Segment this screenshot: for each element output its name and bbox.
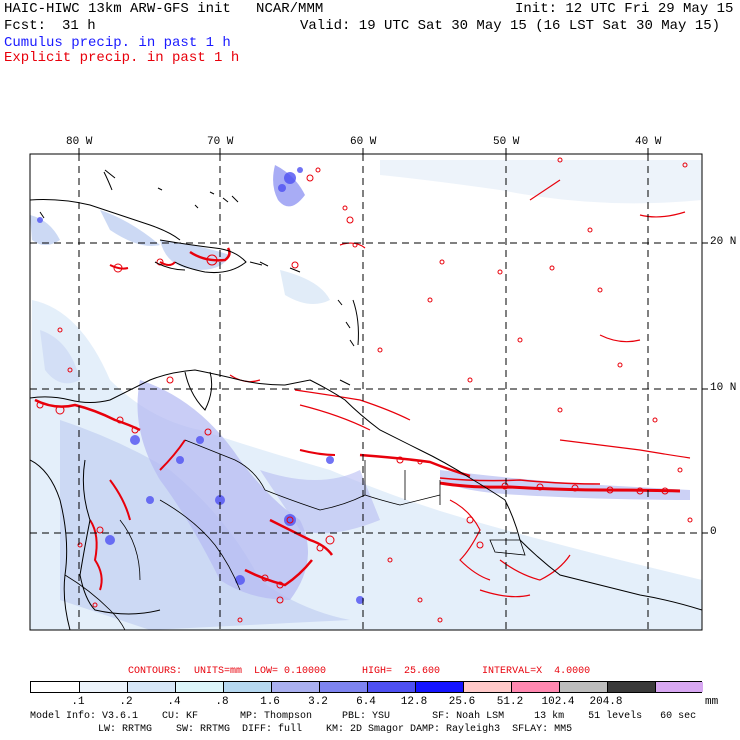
explicit-precip-cells	[36, 157, 693, 623]
colorbar-level-label: .2	[119, 696, 133, 708]
model-info-line1: Model Info: V3.6.1 CU: KF MP: Thompson P…	[30, 711, 697, 722]
colorbar-segment	[319, 682, 367, 692]
forecast-label: Fcst:	[4, 18, 47, 34]
cumulus-cores	[37, 167, 364, 604]
lon-label: 50 W	[493, 136, 520, 148]
colorbar-segment	[175, 682, 223, 692]
forecast-hour: 31 h	[62, 18, 96, 34]
lat-label: 10 N	[710, 382, 737, 394]
colorbar-segment	[559, 682, 607, 692]
lat-label: 20 N	[710, 236, 737, 248]
colorbar-level-label: .1	[71, 696, 85, 708]
legend-cumulus: Cumulus precip. in past 1 h	[4, 35, 231, 51]
colorbar-level-label: 102.4	[541, 696, 575, 708]
contour-info: CONTOURS: UNITS=mm LOW= 0.10000 HIGH= 25…	[128, 666, 591, 677]
coastlines	[30, 171, 702, 630]
init-time: Init: 12 UTC Fri 29 May 15	[515, 1, 734, 17]
colorbar	[30, 681, 703, 693]
colorbar-segment	[607, 682, 655, 692]
colorbar-unit: mm	[705, 696, 719, 708]
colorbar-segment	[79, 682, 127, 692]
lon-label: 70 W	[207, 136, 234, 148]
model-info-line2: LW: RRTMG SW: RRTMG DIFF: full KM: 2D Sm…	[98, 724, 573, 735]
island-outlines	[39, 169, 355, 386]
colorbar-segment	[415, 682, 463, 692]
colorbar-level-label: 6.4	[356, 696, 376, 708]
colorbar-segment	[511, 682, 559, 692]
colorbar-segment	[127, 682, 175, 692]
colorbar-level-label: 51.2	[496, 696, 524, 708]
map-frame	[29, 153, 703, 631]
colorbar-level-label: .8	[215, 696, 229, 708]
cumulus-precip-field	[30, 160, 702, 630]
lon-label: 60 W	[350, 136, 377, 148]
colorbar-segment	[223, 682, 271, 692]
lon-label: 40 W	[635, 136, 662, 148]
colorbar-level-label: 3.2	[308, 696, 328, 708]
colorbar-level-label: 12.8	[400, 696, 428, 708]
colorbar-level-label: .4	[167, 696, 181, 708]
lat-label: 0	[710, 526, 717, 538]
lon-label: 80 W	[66, 136, 93, 148]
colorbar-level-label: 1.6	[260, 696, 280, 708]
colorbar-segment	[271, 682, 319, 692]
explicit-precip-contours	[34, 179, 691, 598]
axis-ticks	[78, 148, 708, 534]
model-title: HAIC-HIWC 13km ARW-GFS init NCAR/MMM	[4, 1, 324, 17]
valid-time: Valid: 19 UTC Sat 30 May 15 (16 LST Sat …	[300, 18, 721, 34]
colorbar-level-label: 25.6	[448, 696, 476, 708]
colorbar-segment	[367, 682, 415, 692]
lat-lon-grid	[30, 154, 702, 630]
country-borders	[64, 439, 526, 630]
colorbar-segment	[463, 682, 511, 692]
colorbar-segment	[655, 682, 703, 692]
legend-explicit: Explicit precip. in past 1 h	[4, 50, 240, 66]
colorbar-segment	[31, 682, 79, 692]
colorbar-level-label: 204.8	[589, 696, 623, 708]
